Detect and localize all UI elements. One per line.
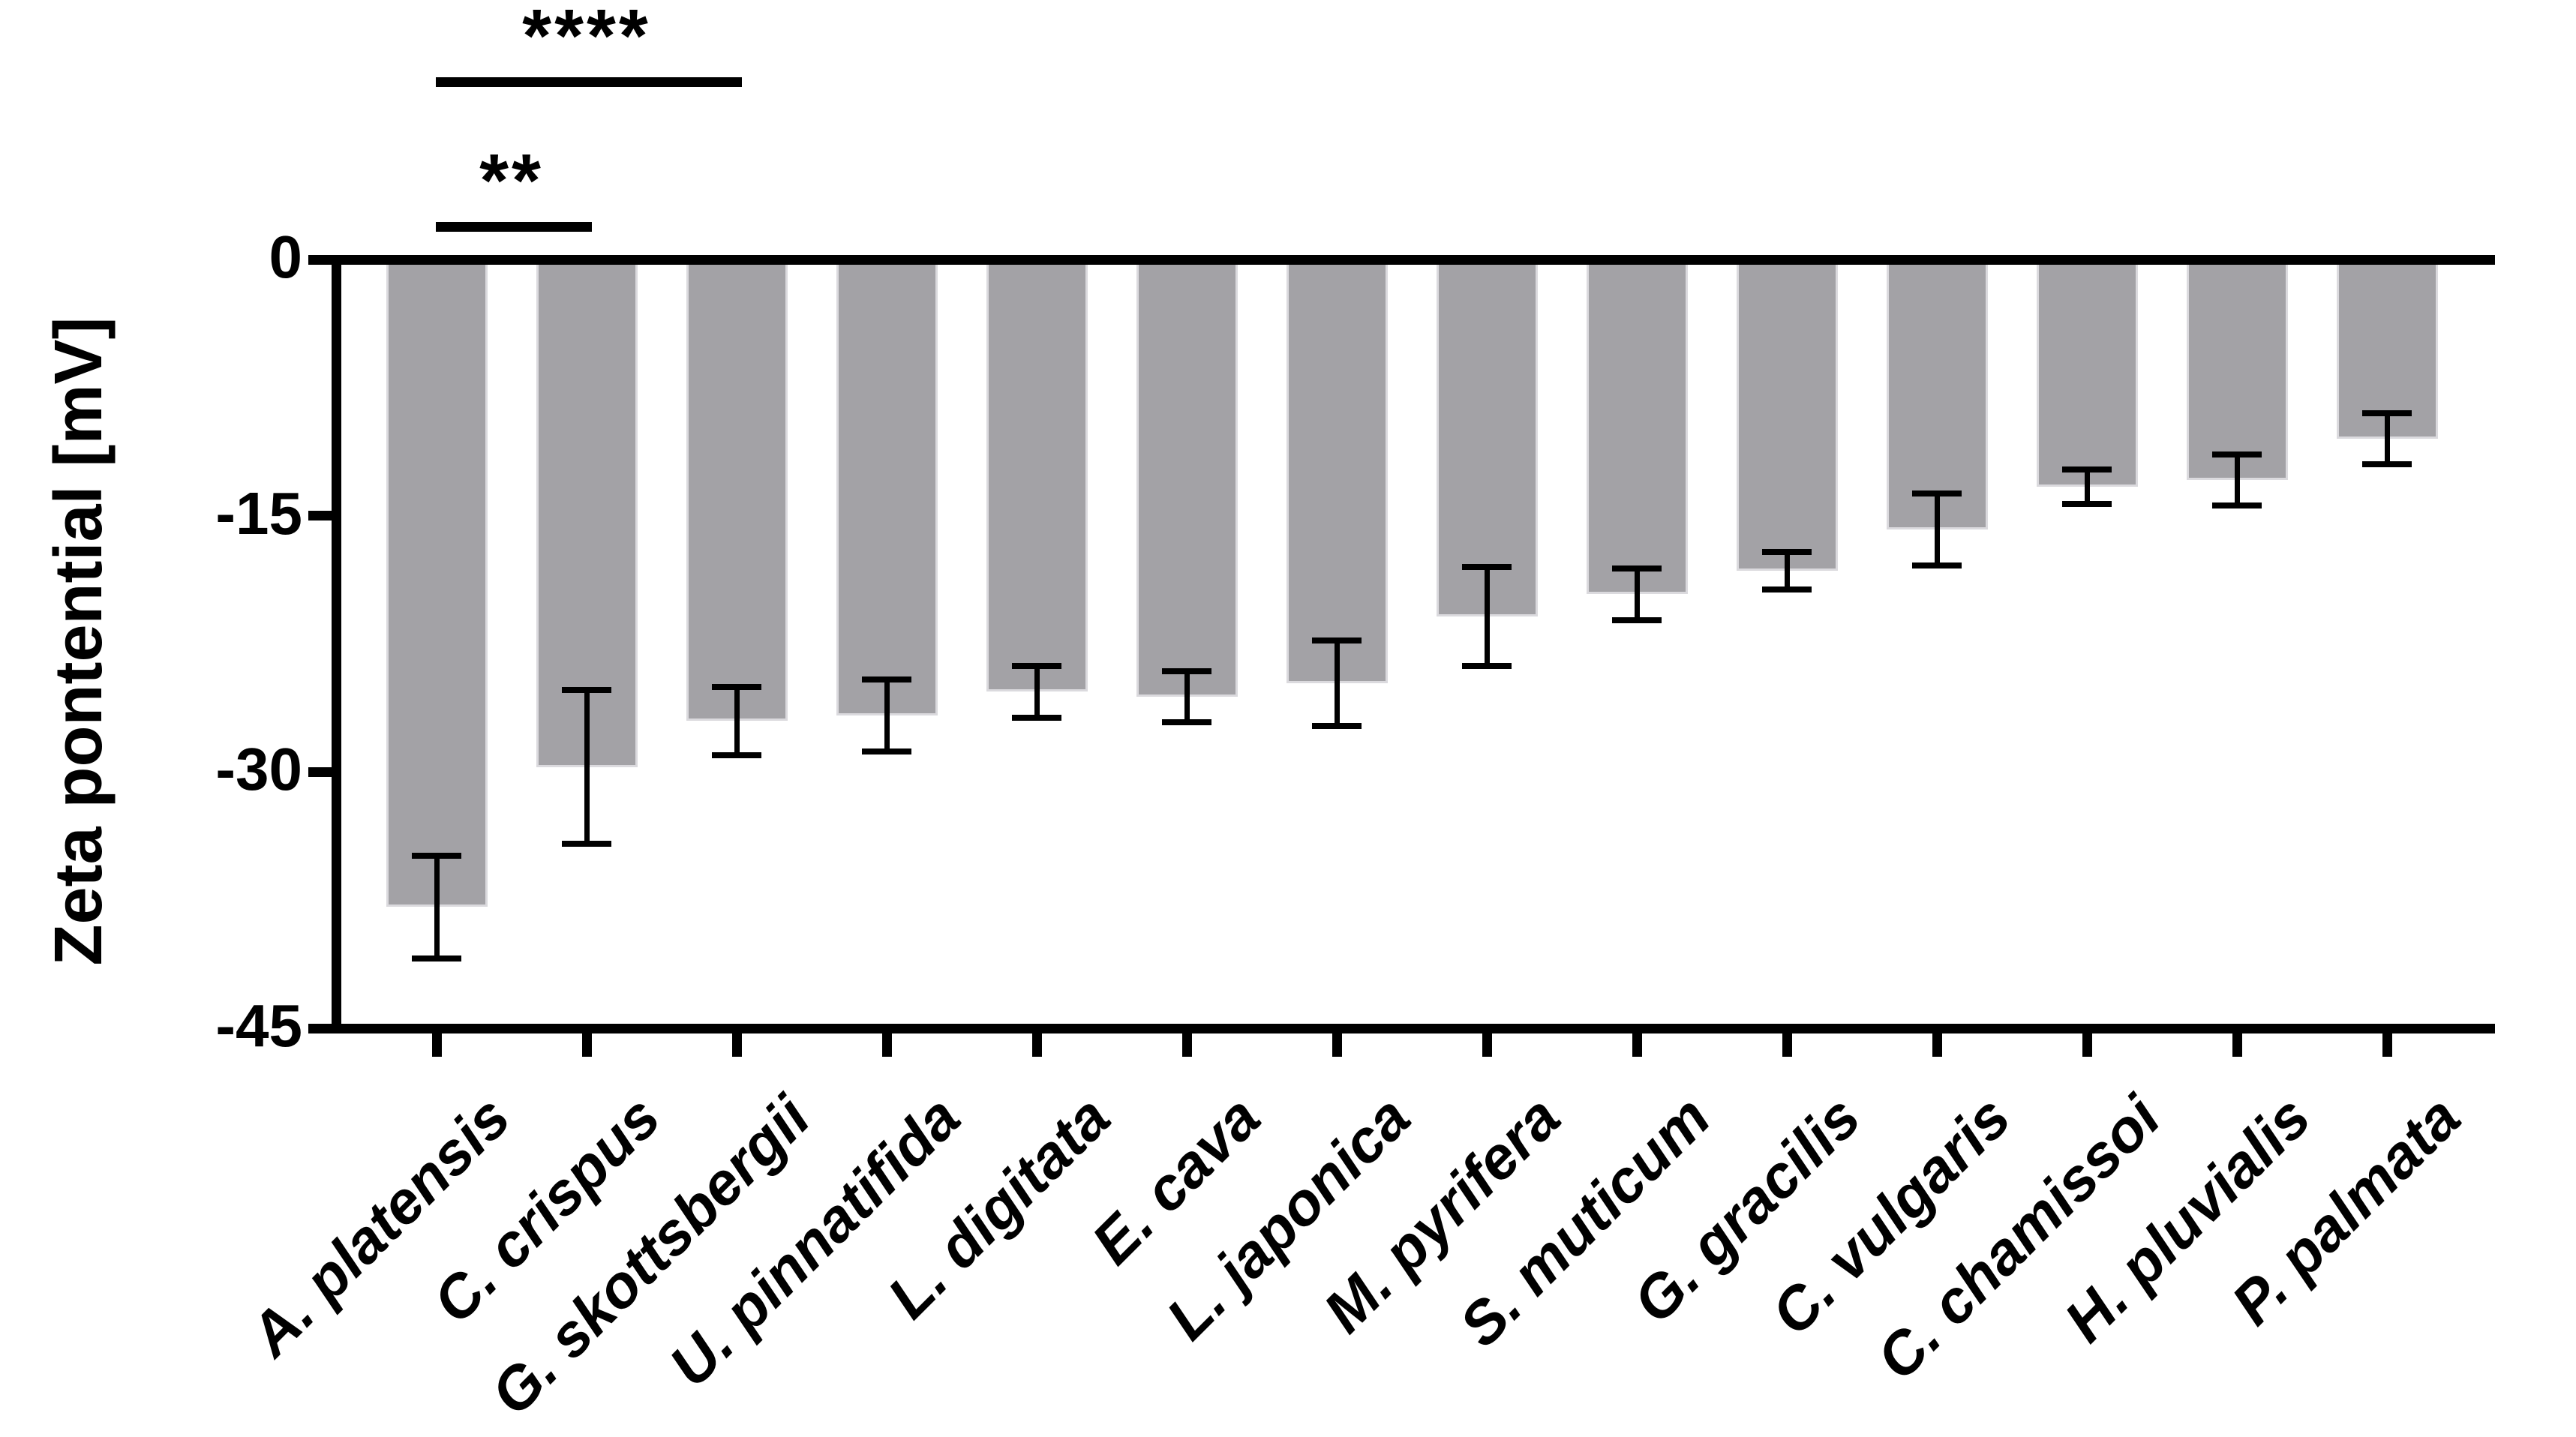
y-tick-label: -45 — [215, 992, 302, 1059]
error-bar-cap-top — [2362, 410, 2412, 417]
x-tick — [1482, 1028, 1492, 1057]
error-bar-stem — [1334, 640, 1340, 726]
error-bar-stem — [434, 856, 440, 958]
significance-line — [436, 222, 592, 232]
error-bar-cap-top — [862, 676, 911, 683]
error-bar-cap-top — [1612, 566, 1662, 572]
significance-label: ** — [479, 139, 544, 223]
y-tick-label: -30 — [215, 736, 302, 803]
x-tick — [881, 1028, 892, 1057]
error-bar-stem — [1634, 568, 1640, 620]
y-axis-line — [332, 255, 341, 1034]
error-bar-cap-top — [1312, 637, 1362, 644]
bar — [2336, 260, 2438, 440]
error-bar-cap-bottom — [1012, 714, 1061, 721]
error-bar-cap-bottom — [712, 752, 761, 758]
bar — [1886, 260, 1988, 530]
x-tick — [2382, 1028, 2392, 1057]
bar — [1436, 260, 1538, 617]
y-tick-label: -15 — [215, 479, 302, 547]
y-tick — [308, 1023, 337, 1034]
error-bar-cap-top — [1462, 564, 1512, 571]
x-tick — [581, 1028, 592, 1057]
error-bar-cap-bottom — [1312, 722, 1362, 729]
error-bar-cap-top — [1162, 668, 1211, 674]
error-bar-stem — [1934, 494, 1940, 566]
error-bar-stem — [1034, 666, 1040, 718]
x-tick — [2232, 1028, 2242, 1057]
x-tick — [1782, 1028, 1792, 1057]
error-bar-stem — [2234, 454, 2240, 506]
bar — [836, 260, 938, 716]
bar — [386, 260, 488, 908]
error-bar-cap-top — [712, 683, 761, 690]
error-bar-cap-bottom — [1162, 719, 1211, 726]
bar — [986, 260, 1088, 692]
y-tick — [308, 254, 337, 265]
error-bar-stem — [2384, 413, 2390, 465]
x-tick — [1332, 1028, 1342, 1057]
x-tick — [731, 1028, 742, 1057]
error-bar-cap-bottom — [562, 841, 611, 848]
error-bar-cap-top — [562, 687, 611, 694]
error-bar-stem — [884, 680, 890, 752]
error-bar-cap-top — [1012, 663, 1061, 670]
error-bar-cap-bottom — [1612, 616, 1662, 623]
y-tick — [308, 766, 337, 777]
error-bar-cap-bottom — [862, 748, 911, 755]
error-bar-cap-bottom — [412, 955, 461, 962]
error-bar-cap-bottom — [2362, 461, 2412, 468]
error-bar-stem — [2084, 470, 2090, 504]
error-bar-stem — [584, 690, 590, 844]
x-tick — [2082, 1028, 2092, 1057]
error-bar-cap-bottom — [1462, 663, 1512, 670]
bar — [536, 260, 638, 767]
y-tick — [308, 511, 337, 521]
error-bar-stem — [1484, 567, 1490, 667]
error-bar-cap-top — [1762, 548, 1812, 555]
bar — [1136, 260, 1238, 698]
error-bar-cap-bottom — [2212, 502, 2262, 509]
x-tick — [1031, 1028, 1042, 1057]
x-axis-bottom-line — [332, 1024, 2495, 1034]
error-bar-cap-top — [412, 853, 461, 860]
error-bar-cap-bottom — [1762, 586, 1812, 592]
bar — [1286, 260, 1388, 683]
zero-baseline — [332, 255, 2495, 265]
bar — [2186, 260, 2288, 480]
error-bar-stem — [1184, 670, 1190, 723]
error-bar-cap-top — [1912, 490, 1962, 497]
x-tick — [431, 1028, 442, 1057]
bar — [1736, 260, 1838, 571]
bar — [2036, 260, 2138, 487]
bar — [1586, 260, 1688, 595]
significance-label: **** — [522, 0, 651, 78]
error-bar-cap-top — [2062, 466, 2112, 473]
error-bar-cap-top — [2212, 451, 2262, 458]
y-axis-title: Zeta pontential [mV] — [41, 316, 116, 966]
significance-line — [436, 77, 742, 87]
x-tick — [1632, 1028, 1642, 1057]
error-bar-cap-bottom — [1912, 562, 1962, 568]
bar — [686, 260, 788, 722]
error-bar-stem — [734, 686, 740, 755]
x-tick — [1181, 1028, 1192, 1057]
y-tick-label: 0 — [269, 223, 303, 290]
error-bar-cap-bottom — [2062, 500, 2112, 507]
error-bar-stem — [1784, 551, 1790, 590]
x-category-label: A. platensis — [236, 1083, 523, 1369]
x-tick — [1932, 1028, 1942, 1057]
